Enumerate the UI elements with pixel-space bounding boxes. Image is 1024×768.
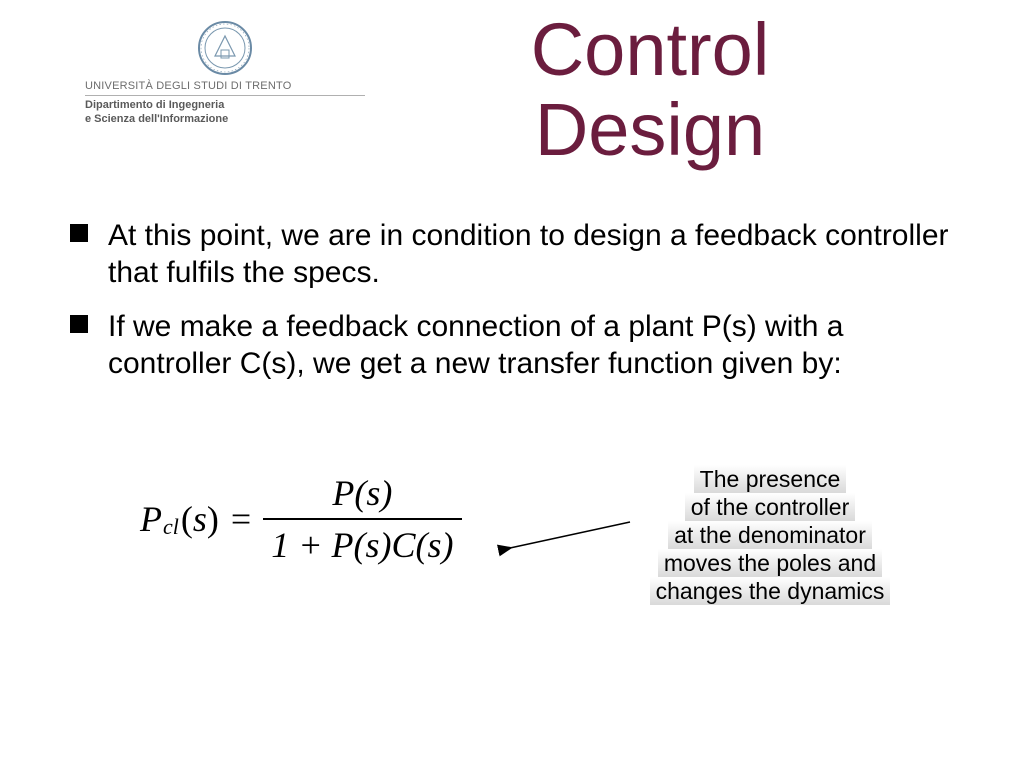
annotation-line: The presence	[694, 465, 847, 493]
bullet-square-icon	[70, 224, 88, 242]
formula-denominator: 1 + P(s)C(s)	[263, 522, 461, 568]
department-name: Dipartimento di Ingegneria e Scienza del…	[85, 99, 365, 127]
annotation-line: changes the dynamics	[650, 577, 891, 605]
annotation-line: of the controller	[685, 493, 856, 521]
formula-lhs-subscript: cl	[163, 514, 179, 540]
formula-block: Pcl(s) = P(s) 1 + P(s)C(s)	[140, 470, 560, 580]
annotation-callout: The presence of the controller at the de…	[615, 465, 925, 605]
department-line-1: Dipartimento di Ingegneria	[85, 99, 224, 111]
annotation-line: moves the poles and	[658, 549, 882, 577]
formula-numerator: P(s)	[324, 470, 400, 516]
formula-open-paren: (	[181, 498, 193, 540]
slide-title: Control Design	[450, 10, 850, 170]
formula-fraction: P(s) 1 + P(s)C(s)	[263, 470, 461, 568]
closed-loop-formula: Pcl(s) = P(s) 1 + P(s)C(s)	[140, 470, 560, 568]
bullet-item: If we make a feedback connection of a pl…	[70, 309, 970, 382]
formula-close-paren: )	[207, 498, 219, 540]
bullet-text: At this point, we are in condition to de…	[108, 218, 970, 291]
bullet-text: If we make a feedback connection of a pl…	[108, 309, 970, 382]
bullet-square-icon	[70, 315, 88, 333]
department-line-2: e Scienza dell'Informazione	[85, 113, 228, 125]
formula-lhs-symbol: P	[140, 498, 162, 540]
fraction-bar	[263, 518, 461, 520]
annotation-text: The presence of the controller at the de…	[650, 465, 891, 605]
university-seal-icon	[197, 20, 253, 76]
university-name: UNIVERSITÀ DEGLI STUDI DI TRENTO	[85, 80, 365, 96]
equals-sign: =	[231, 498, 251, 540]
university-logo-block: UNIVERSITÀ DEGLI STUDI DI TRENTO Diparti…	[85, 20, 365, 127]
annotation-line: at the denominator	[668, 521, 872, 549]
slide: UNIVERSITÀ DEGLI STUDI DI TRENTO Diparti…	[0, 0, 1024, 768]
bullet-list: At this point, we are in condition to de…	[70, 218, 970, 400]
formula-lhs-arg: s	[193, 498, 207, 540]
bullet-item: At this point, we are in condition to de…	[70, 218, 970, 291]
